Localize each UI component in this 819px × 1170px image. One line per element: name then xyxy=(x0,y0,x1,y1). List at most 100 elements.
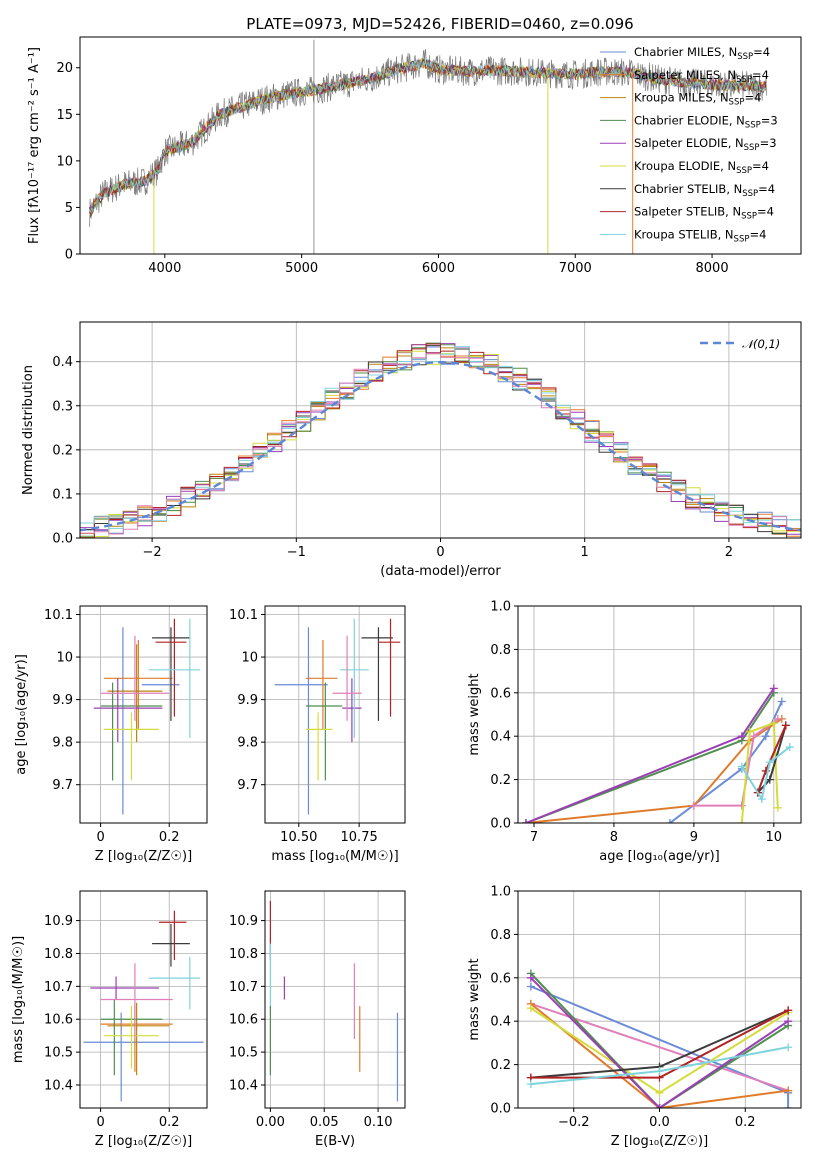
point-salpeter-miles xyxy=(104,640,173,730)
series-salpeter-elodie xyxy=(526,973,793,1108)
point-chabrier-stelib xyxy=(361,627,393,721)
point-chabrier-miles xyxy=(274,627,328,815)
legend-entry: Chabrier MILES, NSSP=4 xyxy=(634,45,770,62)
series-kroupa-stelib xyxy=(526,1043,793,1089)
series-marker xyxy=(784,1043,793,1052)
y-tick-label: 0.6 xyxy=(490,971,511,986)
series-line xyxy=(740,721,779,823)
legend-entry: Salpeter STELIB, NSSP=4 xyxy=(634,205,774,222)
axes-frame xyxy=(264,890,406,1109)
y-axis-label: mass weight xyxy=(467,958,482,1040)
model-spectrum-kroupa-elodie xyxy=(89,57,767,216)
series-marker xyxy=(784,1006,793,1015)
y-tick-label: 0.8 xyxy=(490,928,511,943)
axes-frame xyxy=(264,605,406,824)
series-marker xyxy=(757,795,766,804)
series-marker xyxy=(745,727,754,736)
y-tick-label: 9.9 xyxy=(52,693,73,708)
x-tick-label: 5000 xyxy=(285,261,318,276)
spectrum-legend: Chabrier MILES, NSSP=4 Salpeter MILES, NS… xyxy=(600,45,778,244)
point-chabrier-elodie xyxy=(306,682,343,781)
y-tick-label: 10 xyxy=(56,154,73,169)
axes-frame xyxy=(517,605,802,824)
y-axis-label: Flux [fλ10⁻¹⁷ erg cm⁻² s⁻¹ A⁻¹] xyxy=(27,47,42,244)
series-marker xyxy=(777,697,786,706)
series-line xyxy=(530,1003,789,1108)
y-tick-label: 9.8 xyxy=(237,736,258,751)
normal-curve xyxy=(80,360,801,532)
legend-entry: Salpeter ELODIE, NSSP=3 xyxy=(634,136,777,153)
point-salpeter-stelib xyxy=(378,618,401,717)
point-chabrier-stelib xyxy=(152,923,190,967)
x-tick-label: 10 xyxy=(766,830,783,845)
series-marker xyxy=(737,819,746,823)
series-marker xyxy=(781,721,790,730)
x-tick-label: 9 xyxy=(690,830,698,845)
series-marker xyxy=(773,803,782,812)
series-marker xyxy=(773,714,782,723)
series-marker xyxy=(769,684,778,693)
point-kroupa-stelib xyxy=(339,618,369,738)
series-marker xyxy=(655,1067,664,1076)
legend-entry: Kroupa MILES, NSSP=4 xyxy=(634,91,761,108)
x-axis-label: mass [log₁₀(M/M☉)] xyxy=(271,849,398,864)
point-kroupa-elodie xyxy=(104,1006,159,1069)
series-marker xyxy=(785,743,794,752)
x-tick-label: −2 xyxy=(143,545,162,560)
y-tick-label: 1.0 xyxy=(490,600,511,615)
x-tick-label: 7 xyxy=(530,830,538,845)
x-tick-label: 8000 xyxy=(696,261,729,276)
x-tick-label: 2 xyxy=(725,545,733,560)
y-tick-label: 10.8 xyxy=(229,947,258,962)
series-marker xyxy=(526,1004,535,1013)
point-salpeter-elodie xyxy=(93,678,163,743)
x-tick-label: 8 xyxy=(610,830,618,845)
y-tick-label: 9.7 xyxy=(52,778,73,793)
series-line xyxy=(525,692,775,823)
y-tick-label: 10.4 xyxy=(229,1078,258,1093)
series-marker xyxy=(737,732,746,741)
series-marker xyxy=(655,1088,664,1097)
plot-area-residuals xyxy=(80,342,801,538)
axes-frame xyxy=(79,605,208,824)
y-tick-label: 9.8 xyxy=(52,736,73,751)
legend-entry: Chabrier STELIB, NSSP=4 xyxy=(634,182,775,199)
series-marker xyxy=(784,1017,793,1026)
series-marker xyxy=(737,762,746,771)
x-tick-label: 0.2 xyxy=(159,830,180,845)
series-line xyxy=(530,972,789,1108)
series-marker xyxy=(665,819,674,823)
point-kroupa-elodie xyxy=(306,712,333,781)
point-chabrier-elodie xyxy=(100,682,163,781)
axes-mass_vs_ebv: 0.00 0.05 0.10 10.4 10.5 10.6 10.7 10.8 10.9 E(B-… xyxy=(229,890,406,1149)
point-kroupa-elodie xyxy=(104,712,159,781)
series-marker xyxy=(784,1104,793,1108)
x-tick-label: 0.00 xyxy=(256,1115,285,1130)
point-salpeter-elodie xyxy=(90,976,159,1000)
y-tick-label: 0.2 xyxy=(52,443,73,458)
x-tick-label: 10.50 xyxy=(280,830,317,845)
x-axis-label: E(B-V) xyxy=(315,1134,355,1149)
series-line xyxy=(756,724,787,793)
figure-title: PLATE=0973, MJD=52426, FIBERID=0460, z=0… xyxy=(246,15,633,33)
axes-frame xyxy=(79,890,208,1109)
y-axis-label: mass [log₁₀(M/M☉)] xyxy=(11,936,26,1063)
point-pink xyxy=(332,635,362,721)
y-tick-label: 10.7 xyxy=(229,980,258,995)
y-tick-label: 9.9 xyxy=(237,693,258,708)
x-tick-label: 0.10 xyxy=(364,1115,393,1130)
point-chabrier-miles xyxy=(122,627,180,815)
series-salpeter-elodie xyxy=(521,684,778,823)
x-tick-label: 7000 xyxy=(559,261,592,276)
axes-age_vs_mass: 10.50 10.75 9.7 9.8 9.9 10 10.1 mass [log₁₀(M/M… xyxy=(229,605,406,864)
series-marker xyxy=(689,801,698,810)
x-tick-label: 0 xyxy=(436,545,444,560)
point-kroupa-miles xyxy=(107,1002,170,1076)
y-tick-label: 0.0 xyxy=(490,1102,511,1117)
y-tick-label: 10.4 xyxy=(44,1078,73,1093)
y-tick-label: 0.1 xyxy=(52,487,73,502)
y-tick-label: 20 xyxy=(56,61,73,76)
plot-area-weight_vs_Z xyxy=(526,969,793,1108)
observed-spectrum xyxy=(89,49,767,228)
